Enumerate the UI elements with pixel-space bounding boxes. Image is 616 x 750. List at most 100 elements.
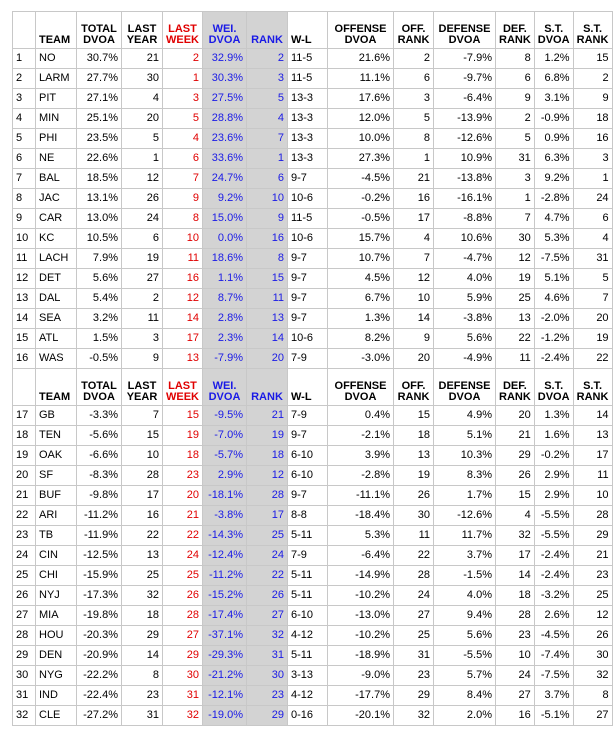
offense-dvoa-cell: 10.7%	[327, 248, 394, 269]
defense-dvoa-cell: -12.6%	[433, 128, 496, 149]
last-week-cell: 4	[162, 128, 203, 149]
offense-rank-cell: 3	[393, 88, 434, 109]
defense-dvoa-cell: 10.9%	[433, 148, 496, 169]
weighted-rank-cell: 18	[246, 445, 288, 466]
team-cell: NYG	[35, 665, 77, 686]
team-cell: NO	[35, 48, 77, 69]
defense-dvoa-cell: 8.4%	[433, 685, 496, 706]
offense-rank-cell: 19	[393, 465, 434, 486]
win-loss-cell: 9-7	[287, 248, 328, 269]
offense-dvoa-cell: -2.8%	[327, 465, 394, 486]
rank-cell: 22	[12, 505, 36, 526]
defense-rank-cell: 25	[495, 288, 535, 309]
win-loss-cell: 9-7	[287, 485, 328, 506]
special-teams-rank-cell: 30	[572, 645, 613, 666]
offense-rank-cell: 11	[393, 525, 434, 546]
special-teams-rank-cell: 26	[572, 625, 613, 646]
total-dvoa-cell: 30.7%	[76, 48, 122, 69]
offense-rank-cell: 14	[393, 308, 434, 329]
last-year-cell: 5	[121, 128, 163, 149]
team-cell: DEN	[35, 645, 77, 666]
offense-dvoa-cell: 0.4%	[327, 405, 394, 426]
weighted-rank-cell: 32	[246, 625, 288, 646]
col-header-defense-rank: DEF. RANK	[495, 11, 535, 49]
total-dvoa-cell: 1.5%	[76, 328, 122, 349]
header-line: WEI.	[212, 380, 237, 392]
defense-dvoa-cell: -1.5%	[433, 565, 496, 586]
last-week-cell: 30	[162, 665, 203, 686]
weighted-rank-cell: 2	[246, 48, 288, 69]
special-teams-rank-cell: 19	[572, 328, 613, 349]
win-loss-cell: 5-11	[287, 585, 328, 606]
offense-rank-cell: 18	[393, 425, 434, 446]
rank-cell: 6	[12, 148, 36, 169]
last-year-cell: 19	[121, 248, 163, 269]
header-line: WEEK	[166, 391, 199, 403]
special-teams-rank-cell: 29	[572, 525, 613, 546]
weighted-dvoa-cell: -21.2%	[202, 665, 247, 686]
defense-dvoa-cell: -5.5%	[433, 645, 496, 666]
header-line: LAST	[127, 380, 157, 392]
win-loss-cell: 11-5	[287, 208, 328, 229]
last-week-cell: 7	[162, 168, 203, 189]
defense-dvoa-cell: -8.8%	[433, 208, 496, 229]
special-teams-dvoa-cell: -2.0%	[533, 308, 574, 329]
last-week-cell: 26	[162, 585, 203, 606]
total-dvoa-cell: -20.3%	[76, 625, 122, 646]
col-header-win-loss: W-L	[287, 368, 328, 406]
table-row: 19 OAK -6.6% 10 18 -5.7% 18 6-10 3.9% 13 10.3% 29 -0…	[12, 445, 613, 466]
win-loss-cell: 5-11	[287, 565, 328, 586]
weighted-rank-cell: 5	[246, 88, 288, 109]
defense-rank-cell: 23	[495, 625, 535, 646]
special-teams-dvoa-cell: -2.4%	[533, 545, 574, 566]
offense-rank-cell: 31	[393, 645, 434, 666]
team-cell: CAR	[35, 208, 77, 229]
header-line: DVOA	[344, 34, 377, 46]
weighted-dvoa-cell: 18.6%	[202, 248, 247, 269]
total-dvoa-cell: 10.5%	[76, 228, 122, 249]
total-dvoa-cell: 25.1%	[76, 108, 122, 129]
win-loss-cell: 7-9	[287, 405, 328, 426]
offense-dvoa-cell: -13.0%	[327, 605, 394, 626]
special-teams-rank-cell: 3	[572, 148, 613, 169]
special-teams-dvoa-cell: 0.9%	[533, 128, 574, 149]
table-row: 29 DEN -20.9% 14 29 -29.3% 31 5-11 -18.9% 31 -5.5%…	[12, 645, 613, 666]
table-row: 2 LARM 27.7% 30 1 30.3% 3 11-5 11.1% 6 -9.7% 6 6.8% 2	[12, 68, 613, 89]
rank-cell: 28	[12, 625, 36, 646]
table-row: 4 MIN 25.1% 20 5 28.8% 4 13-3 12.0% 5 -13.9% 2 -0.9%…	[12, 108, 613, 129]
weighted-dvoa-cell: -5.7%	[202, 445, 247, 466]
total-dvoa-cell: -5.6%	[76, 425, 122, 446]
defense-rank-cell: 20	[495, 405, 535, 426]
defense-rank-cell: 15	[495, 485, 535, 506]
last-week-cell: 13	[162, 348, 203, 369]
rank-cell: 19	[12, 445, 36, 466]
last-week-cell: 10	[162, 228, 203, 249]
weighted-rank-cell: 21	[246, 405, 288, 426]
table-row: 14 SEA 3.2% 11 14 2.8% 13 9-7 1.3% 14 -3.8% 13 -2.0%…	[12, 308, 613, 329]
defense-rank-cell: 3	[495, 168, 535, 189]
win-loss-cell: 6-10	[287, 465, 328, 486]
special-teams-dvoa-cell: 9.2%	[533, 168, 574, 189]
table-row: 17 GB -3.3% 7 15 -9.5% 21 7-9 0.4% 15 4.9% 20 1.3% 14	[12, 405, 613, 426]
last-year-cell: 17	[121, 485, 163, 506]
dvoa-table-container: TEAM TOTAL DVOA LAST YEAR LAST WEEK WEI. DVOA RAN…	[12, 11, 613, 726]
table-row: 1 NO 30.7% 21 2 32.9% 2 11-5 21.6% 2 -7.9% 8 1.2% 15	[12, 48, 613, 69]
table-header-row: TEAM TOTAL DVOA LAST YEAR LAST WEEK WEI. DVOA RAN…	[12, 11, 613, 49]
team-cell: MIN	[35, 108, 77, 129]
defense-dvoa-cell: -6.4%	[433, 88, 496, 109]
rank-cell: 16	[12, 348, 36, 369]
header-line: DVOA	[83, 391, 115, 403]
weighted-dvoa-cell: 24.7%	[202, 168, 247, 189]
offense-rank-cell: 30	[393, 505, 434, 526]
special-teams-dvoa-cell: 4.7%	[533, 208, 574, 229]
weighted-dvoa-cell: 28.8%	[202, 108, 247, 129]
weighted-rank-cell: 25	[246, 525, 288, 546]
col-header-defense-dvoa: DEFENSE DVOA	[433, 11, 496, 49]
table-row: 15 ATL 1.5% 3 17 2.3% 14 10-6 8.2% 9 5.6% 22 -1.2% 19	[12, 328, 613, 349]
special-teams-rank-cell: 9	[572, 88, 613, 109]
rank-cell: 9	[12, 208, 36, 229]
table-row: 23 TB -11.9% 22 22 -14.3% 25 5-11 5.3% 11 11.7% 32-…	[12, 525, 613, 546]
defense-dvoa-cell: -16.1%	[433, 188, 496, 209]
total-dvoa-cell: -11.9%	[76, 525, 122, 546]
defense-dvoa-cell: 5.1%	[433, 425, 496, 446]
